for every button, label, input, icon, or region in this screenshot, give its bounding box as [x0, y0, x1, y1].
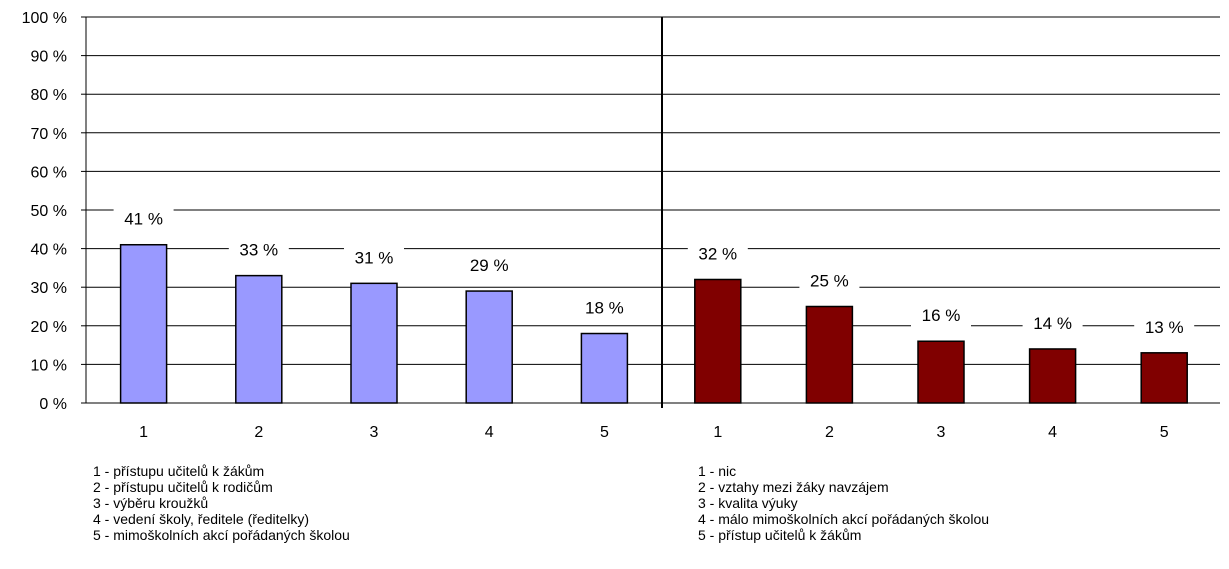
y-tick-label: 20 %: [31, 319, 67, 336]
y-tick-label: 90 %: [31, 49, 67, 66]
data-label: 41 %: [124, 210, 163, 229]
x-tick-label: 4: [1048, 424, 1057, 441]
data-label-background: [911, 301, 971, 328]
legend-left-item: 4 - vedení školy, ředitele (ředitelky): [93, 511, 310, 527]
x-tick-label: 2: [254, 424, 263, 441]
y-tick-label: 50 %: [31, 203, 67, 220]
legend-right-item: 1 - nic: [698, 463, 737, 479]
bar: [119, 243, 168, 404]
bar: [917, 340, 965, 404]
bar: [465, 290, 513, 404]
bar: [805, 305, 854, 404]
data-label-background: [574, 293, 635, 320]
x-tick-label: 3: [370, 424, 379, 441]
data-label: 13 %: [1145, 318, 1184, 337]
x-tick-label: 4: [485, 424, 494, 441]
data-label: 32 %: [698, 244, 737, 263]
legend-left: 1 - přístupu učitelů k žákům 2 - přístup…: [93, 463, 350, 543]
data-label: 25 %: [810, 272, 849, 291]
x-tick-label: 2: [825, 424, 834, 441]
data-label: 31 %: [355, 248, 394, 267]
y-tick-label: 100 %: [22, 10, 67, 27]
bar: [235, 274, 283, 404]
data-label: 14 %: [1033, 314, 1072, 333]
bar: [694, 278, 742, 404]
bar: [580, 332, 629, 404]
x-tick-label: 3: [937, 424, 946, 441]
data-label-background: [687, 239, 748, 266]
y-tick-label: 30 %: [31, 280, 67, 297]
bar: [350, 282, 398, 404]
bar-chart: 0 % 10 % 20 % 30 % 40 % 50 % 60 % 70 % 80 % 90 % 1…: [22, 10, 1220, 441]
data-label-background: [344, 243, 404, 270]
y-tick-label: 40 %: [31, 242, 67, 259]
legend-right-item: 2 - vztahy mezi žáky navzájem: [698, 479, 889, 495]
legend-left-item: 2 - přístupu učitelů k rodičům: [93, 479, 273, 495]
data-label: 18 %: [585, 299, 624, 318]
x-tick-label: 5: [600, 424, 609, 441]
y-tick-label: 0 %: [39, 396, 67, 413]
bar: [1028, 348, 1077, 404]
data-label-background: [1022, 308, 1083, 335]
legend-right-item: 4 - málo mimoškolních akcí pořádaných šk…: [698, 511, 990, 527]
y-tick-label: 70 %: [31, 126, 67, 143]
x-tick-label: 1: [713, 424, 722, 441]
data-label-background: [799, 266, 860, 293]
legend-left-item: 1 - přístupu učitelů k žákům: [93, 463, 265, 479]
data-label: 29 %: [470, 256, 509, 275]
data-label-background: [459, 251, 520, 278]
data-label-background: [228, 235, 289, 262]
legend-right-item: 3 - kvalita výuky: [698, 495, 798, 511]
legend-right: 1 - nic 2 - vztahy mezi žáky navzájem 3 …: [698, 463, 989, 543]
data-label: 33 %: [239, 241, 278, 260]
data-label-background: [113, 204, 174, 231]
legend-left-item: 5 - mimoškolních akcí pořádaných školou: [93, 527, 350, 543]
x-tick-label: 1: [139, 424, 148, 441]
data-label-background: [1134, 312, 1195, 339]
data-label: 16 %: [922, 306, 961, 325]
legend-right-item: 5 - přístup učitelů k žákům: [698, 527, 862, 543]
bar: [1140, 352, 1188, 404]
y-tick-label: 60 %: [31, 164, 67, 181]
y-tick-label: 80 %: [31, 87, 67, 104]
y-tick-label: 10 %: [31, 357, 67, 374]
x-tick-label: 5: [1160, 424, 1169, 441]
legend-left-item: 3 - výběru kroužků: [93, 495, 209, 511]
